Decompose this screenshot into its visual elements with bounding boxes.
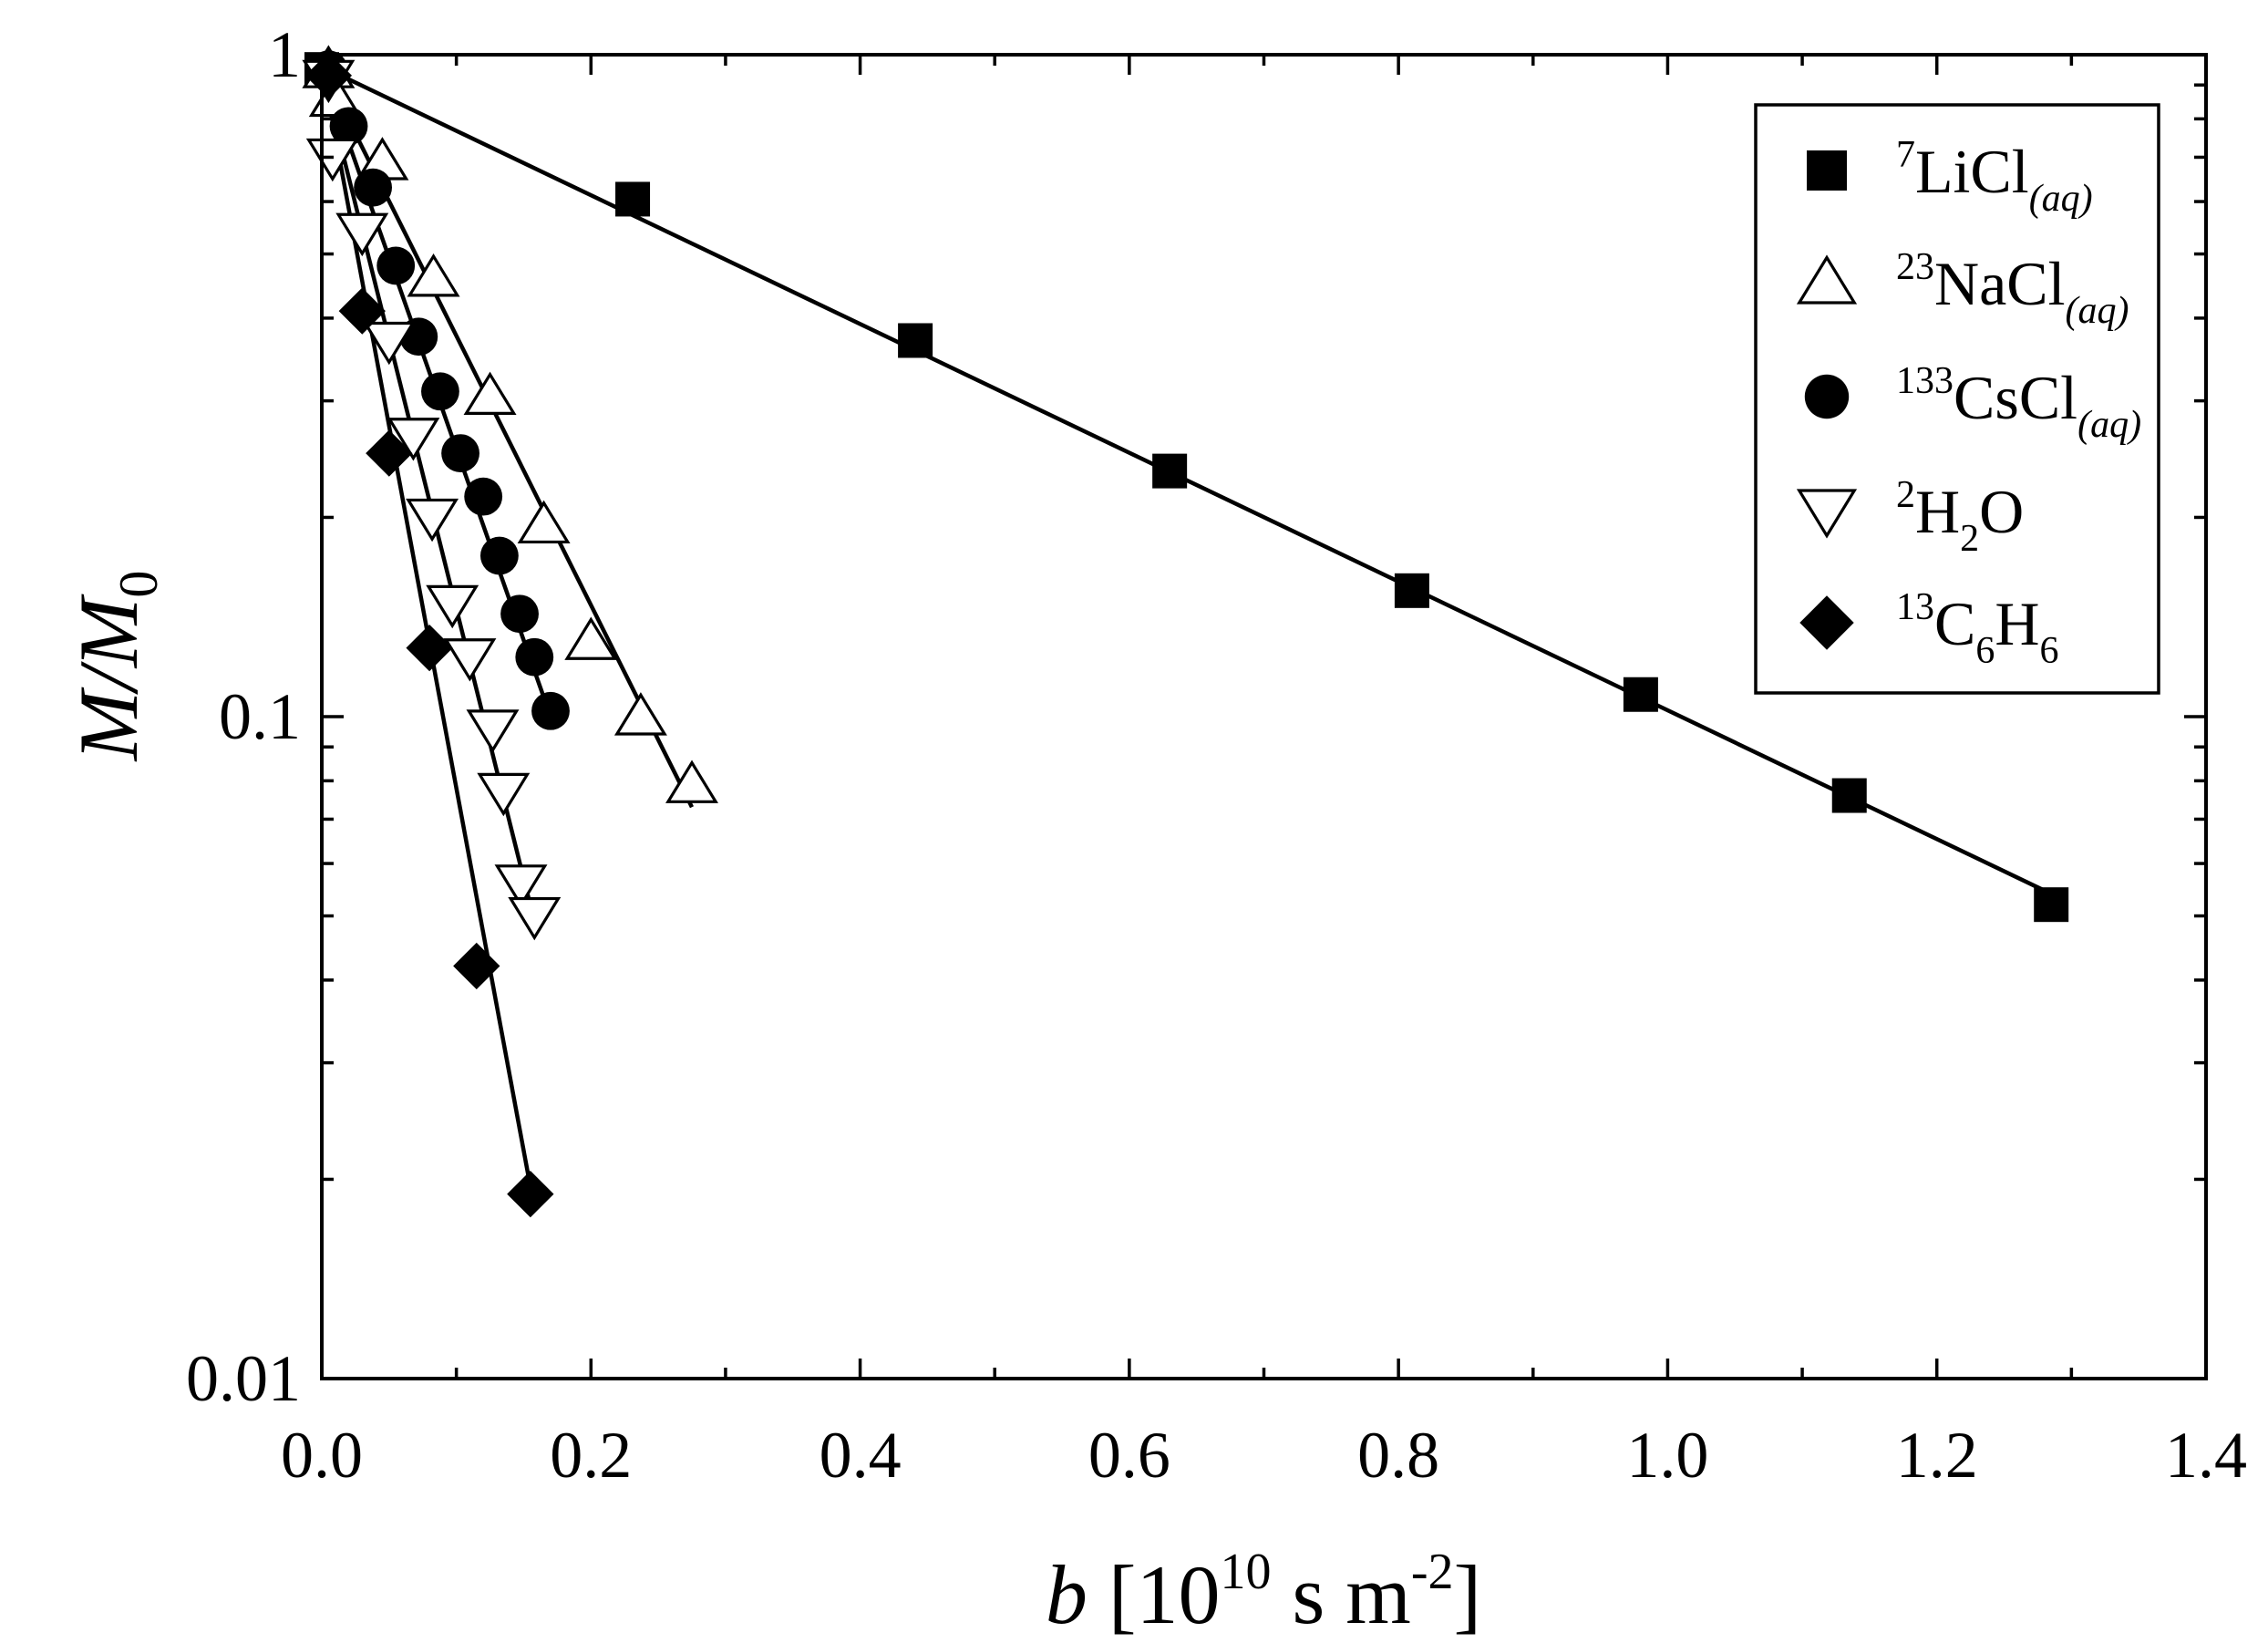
data-point-c6h6-5: [507, 1170, 554, 1218]
tick-labels: 0.0 0.2 0.4 0.6 0.8 1.0 1.2 1.4 0.01 0.1 1: [186, 18, 2247, 1492]
data-point-cscl-3: [376, 246, 416, 285]
data-point-h2o-8: [466, 709, 520, 753]
data-points: [302, 45, 2069, 1218]
data-point-h2o-7: [443, 638, 497, 682]
data-point-cscl-9: [500, 594, 539, 634]
legend-label-c6h6: 13C6H6: [1896, 586, 2058, 672]
y-axis-subscript: 0: [108, 571, 169, 598]
y-tick-label-2: 1: [268, 18, 301, 91]
data-point-licl-2: [898, 323, 933, 358]
y-axis-label: M/M0: [62, 571, 169, 763]
data-point-h2o-3: [362, 321, 416, 366]
legend-label-nacl-formula: NaCl: [1934, 249, 2066, 318]
x-tick-label-7: 1.4: [2165, 1419, 2247, 1492]
legend-label-h2o-subscript: 2: [1960, 518, 1979, 560]
x-tick-label-3: 0.6: [1088, 1419, 1170, 1492]
x-tick-label-5: 1.0: [1626, 1419, 1708, 1492]
data-point-h2o-2: [335, 212, 389, 257]
data-point-h2o-5: [406, 498, 459, 542]
data-point-licl-6: [1831, 778, 1867, 813]
legend-label-nacl: 23NaCl(aq): [1896, 246, 2129, 332]
legend-marker-cscl: [1804, 374, 1850, 419]
legend-marker-licl: [1807, 150, 1847, 191]
data-point-h2o-10: [494, 864, 548, 908]
data-point-licl-4: [1394, 573, 1429, 608]
x-axis-label-text: [10: [1088, 1548, 1221, 1641]
data-point-h2o-4: [387, 418, 440, 461]
data-point-cscl-6: [441, 434, 479, 472]
x-axis-label-exponent: 10: [1220, 1544, 1271, 1600]
legend-label-h2o-formula: H: [1915, 477, 1960, 546]
legend-label-licl-subscript: (aq): [2029, 178, 2093, 220]
data-point-cscl-11: [531, 691, 570, 730]
x-axis-unit: s m: [1271, 1548, 1410, 1641]
legend-label-c6h6-subscript: 6: [1975, 630, 1995, 672]
data-point-nacl-5: [517, 500, 571, 544]
data-point-cscl-2: [354, 168, 393, 207]
legend-label-h2o-tail: O: [1979, 477, 2024, 546]
data-point-cscl-5: [421, 372, 459, 411]
data-point-h2o-9: [477, 772, 531, 817]
data-point-c6h6-4: [453, 942, 500, 990]
y-axis-variable: M: [62, 687, 155, 762]
data-point-cscl-7: [464, 477, 503, 516]
legend-label-nacl-isotope: 23: [1896, 246, 1934, 288]
legend-label-cscl: 133CsCl(aq): [1896, 360, 2141, 446]
legend-label-h2o: 2H2O: [1896, 474, 2024, 560]
data-point-nacl-4: [463, 371, 517, 415]
y-tick-label-0: 0.01: [186, 1342, 301, 1415]
x-axis-variable: b: [1046, 1548, 1088, 1641]
data-point-nacl-3: [407, 253, 460, 297]
data-point-licl-7: [2034, 887, 2069, 923]
data-point-nacl-7: [613, 692, 667, 736]
data-point-licl-3: [1152, 453, 1188, 489]
data-point-cscl-10: [515, 637, 554, 677]
legend-marker-nacl: [1796, 254, 1858, 305]
data-point-h2o-11: [508, 896, 562, 941]
data-point-c6h6-3: [406, 624, 453, 672]
legend-label-c6h6-formula: C: [1934, 589, 1975, 658]
data-point-c6h6-2: [366, 429, 413, 477]
data-point-cscl-1: [329, 107, 368, 146]
data-point-nacl-6: [564, 616, 618, 660]
axis-ticks: [320, 53, 2208, 1380]
legend-label-c6h6-isotope: 13: [1896, 586, 1934, 628]
y-axis-variable-2: M: [62, 594, 155, 669]
y-tick-label-1: 0.1: [219, 680, 301, 753]
data-point-licl-5: [1623, 677, 1658, 712]
legend-label-cscl-formula: CsCl: [1954, 363, 2077, 432]
x-tick-label-2: 0.4: [820, 1419, 902, 1492]
legend-label-c6h6-subscript-2: 6: [2039, 630, 2058, 672]
legend-label-cscl-subscript: (aq): [2077, 404, 2141, 446]
x-tick-label-0: 0.0: [281, 1419, 363, 1492]
legend-label-licl-formula: LiCl: [1915, 137, 2029, 206]
x-axis-label-close: ]: [1454, 1548, 1482, 1641]
data-point-nacl-8: [665, 760, 718, 803]
data-point-c6h6-0: [304, 52, 353, 99]
x-axis-unit-exponent: -2: [1411, 1544, 1454, 1600]
data-point-c6h6-1: [338, 287, 386, 335]
x-tick-label-4: 0.8: [1357, 1419, 1439, 1492]
legend-label-c6h6-tail: H: [1995, 589, 2039, 658]
legend-marker-c6h6: [1799, 595, 1854, 650]
x-axis-label: b [1010 s m-2]: [1046, 1544, 1481, 1641]
x-tick-label-6: 1.2: [1896, 1419, 1978, 1492]
legend-label-nacl-subscript: (aq): [2066, 290, 2129, 332]
x-tick-label-1: 0.2: [550, 1419, 632, 1492]
legend-label-cscl-isotope: 133: [1896, 360, 1954, 402]
legend-marker-h2o: [1796, 489, 1858, 539]
legend-label-licl-isotope: 7: [1896, 134, 1915, 176]
fit-line-c6h6: [319, 63, 533, 1187]
legend-label-licl: 7LiCl(aq): [1896, 134, 2093, 220]
data-point-cscl-8: [479, 536, 519, 575]
legend-label-h2o-isotope: 2: [1896, 474, 1915, 516]
data-point-h2o-6: [426, 584, 479, 629]
data-point-licl-1: [615, 181, 651, 217]
